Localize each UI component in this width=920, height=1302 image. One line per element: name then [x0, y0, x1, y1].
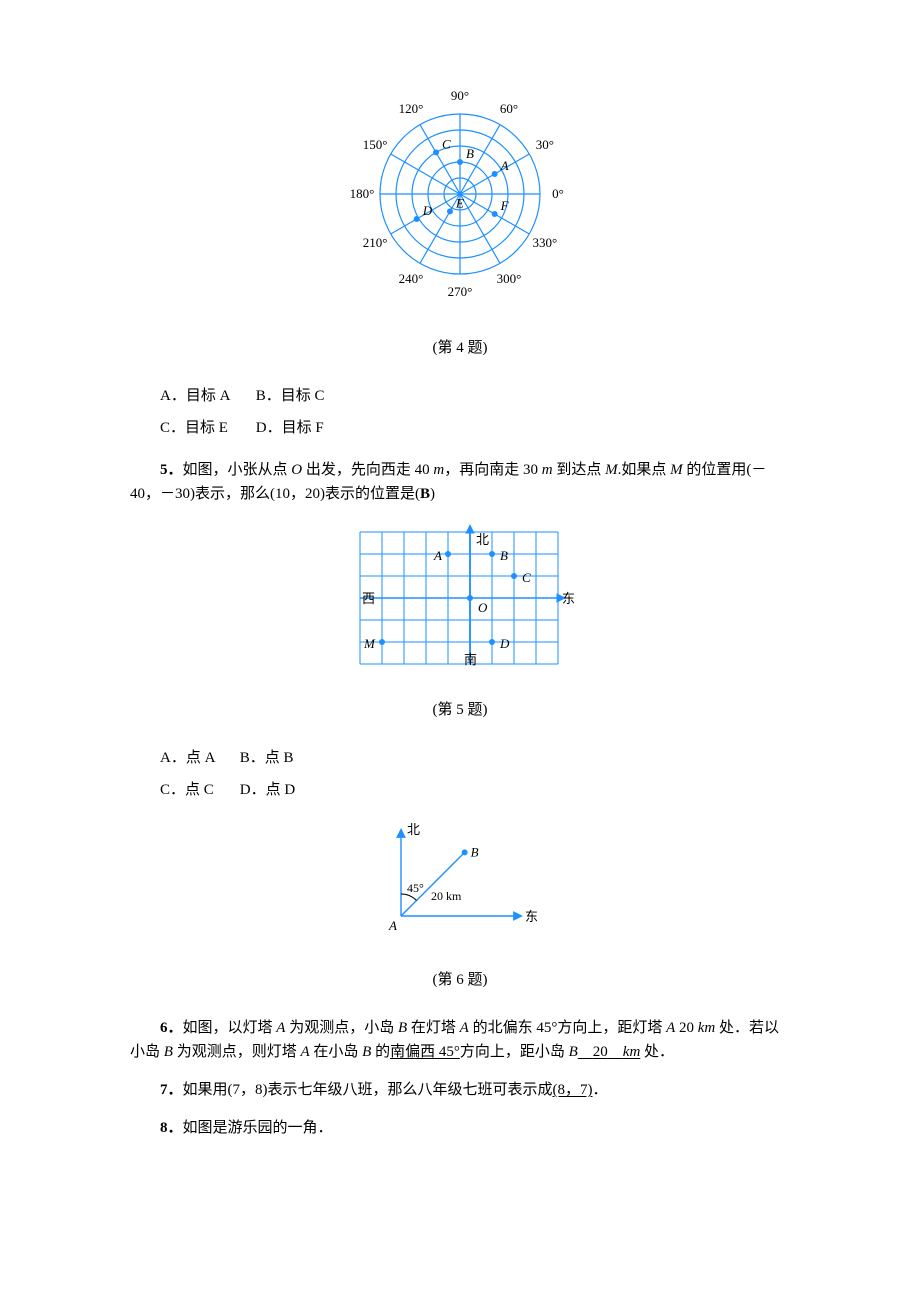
svg-text:东: 东 [525, 909, 538, 924]
svg-text:E: E [455, 195, 464, 210]
svg-text:60°: 60° [500, 101, 518, 116]
q5-option-b: B．点 B [240, 746, 294, 770]
svg-text:B: B [466, 146, 474, 161]
svg-text:A: A [388, 918, 397, 933]
q4-option-b: B．目标 C [256, 384, 325, 408]
q5-option-d: D．点 D [240, 778, 295, 802]
figure-6-caption: (第 6 题) [130, 968, 790, 992]
q4-option-a: A．目标 A [160, 384, 252, 408]
q4-option-d: D．目标 F [256, 416, 324, 440]
q6-answer-distance: 20 [593, 1044, 608, 1060]
svg-text:B: B [500, 548, 508, 563]
svg-text:210°: 210° [363, 235, 388, 250]
q5-answers: A．点 A B．点 B C．点 C D．点 D [160, 746, 790, 802]
svg-text:120°: 120° [399, 101, 424, 116]
q7-answer: (8，7) [553, 1082, 593, 1098]
svg-text:北: 北 [476, 532, 489, 547]
figure-6-svg: 北东 A B 45° 20 km [365, 820, 555, 950]
figure-4-svg: 0° 30° 60° 90° 120° 150° 180° 210° 240° 270° 300° 3… [320, 78, 600, 318]
figure-6: 北东 A B 45° 20 km (第 6 题) [130, 820, 790, 992]
svg-text:B: B [471, 844, 479, 859]
q5-answer-letter: B [420, 486, 430, 502]
figure-4: 0° 30° 60° 90° 120° 150° 180° 210° 240° 270° 300° 3… [130, 78, 790, 360]
q5-num: 5． [160, 462, 183, 478]
figure-5-caption: (第 5 题) [130, 698, 790, 722]
svg-text:180°: 180° [350, 186, 375, 201]
svg-text:30°: 30° [536, 137, 554, 152]
svg-text:A: A [433, 548, 442, 563]
q6-text: 6．如图，以灯塔 A 为观测点，小岛 B 在灯塔 A 的北偏东 45°方向上，距… [130, 1016, 790, 1064]
svg-text:东: 东 [562, 591, 575, 606]
svg-text:300°: 300° [497, 271, 522, 286]
q4-option-c: C．目标 E [160, 416, 252, 440]
q4-answers: A．目标 A B．目标 C C．目标 E D．目标 F [160, 384, 790, 440]
svg-text:0°: 0° [552, 186, 564, 201]
q5-option-c: C．点 C [160, 778, 236, 802]
svg-text:O: O [478, 600, 488, 615]
svg-text:240°: 240° [399, 271, 424, 286]
q5-option-a: A．点 A [160, 746, 236, 770]
figure-5-svg: 北南 东 西 A BC D O M [340, 520, 580, 680]
svg-text:150°: 150° [363, 137, 388, 152]
svg-text:北: 北 [407, 822, 420, 837]
svg-text:D: D [499, 636, 510, 651]
q7-text: 7．如果用(7，8)表示七年级八班，那么八年级七班可表示成(8，7)． [130, 1078, 790, 1102]
svg-text:南: 南 [464, 652, 477, 667]
svg-text:45°: 45° [407, 881, 424, 895]
svg-text:C: C [442, 136, 451, 151]
q6-answer-direction: 南偏西 45° [390, 1044, 460, 1060]
svg-text:270°: 270° [448, 284, 473, 299]
svg-text:西: 西 [362, 591, 375, 606]
svg-text:A: A [500, 158, 509, 173]
q5-text: 5．如图，小张从点 O 出发，先向西走 40 m，再向南走 30 m 到达点 M… [130, 458, 790, 506]
svg-text:D: D [422, 203, 433, 218]
svg-text:330°: 330° [533, 235, 558, 250]
figure-4-caption: (第 4 题) [130, 336, 790, 360]
svg-text:C: C [522, 570, 531, 585]
svg-text:20 km: 20 km [431, 889, 462, 903]
svg-text:M: M [363, 636, 376, 651]
svg-text:90°: 90° [451, 88, 469, 103]
figure-5: 北南 东 西 A BC D O M (第 5 题) [130, 520, 790, 722]
q8-text: 8．如图是游乐园的一角． [130, 1116, 790, 1140]
svg-text:F: F [500, 198, 510, 213]
